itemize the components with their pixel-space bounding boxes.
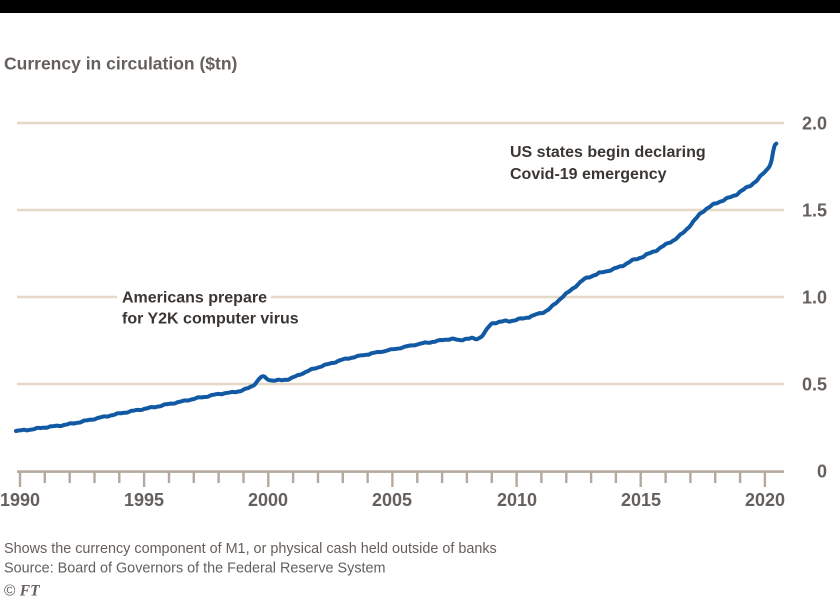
svg-text:0: 0	[817, 462, 827, 482]
svg-text:© FT: © FT	[4, 583, 40, 600]
svg-text:2010: 2010	[497, 490, 537, 510]
svg-text:1995: 1995	[124, 490, 164, 510]
svg-text:Americans prepare: Americans prepare	[122, 290, 267, 307]
svg-text:2015: 2015	[621, 490, 661, 510]
svg-text:1.5: 1.5	[802, 201, 827, 221]
svg-text:1.0: 1.0	[802, 288, 827, 308]
svg-text:for Y2K computer virus: for Y2K computer virus	[122, 311, 299, 328]
svg-text:Shows the currency component o: Shows the currency component of M1, or p…	[4, 541, 497, 557]
svg-text:2020: 2020	[745, 490, 785, 510]
svg-text:1990: 1990	[0, 490, 40, 510]
svg-text:0.5: 0.5	[802, 375, 827, 395]
svg-text:2.0: 2.0	[802, 114, 827, 134]
svg-text:Covid-19 emergency: Covid-19 emergency	[510, 166, 667, 183]
svg-text:Source: Board of Governors of: Source: Board of Governors of the Federa…	[4, 561, 386, 577]
svg-text:Currency in circulation ($tn): Currency in circulation ($tn)	[4, 54, 237, 74]
svg-text:2000: 2000	[248, 490, 288, 510]
svg-text:2005: 2005	[372, 490, 412, 510]
svg-text:US states begin declaring: US states begin declaring	[510, 144, 706, 161]
